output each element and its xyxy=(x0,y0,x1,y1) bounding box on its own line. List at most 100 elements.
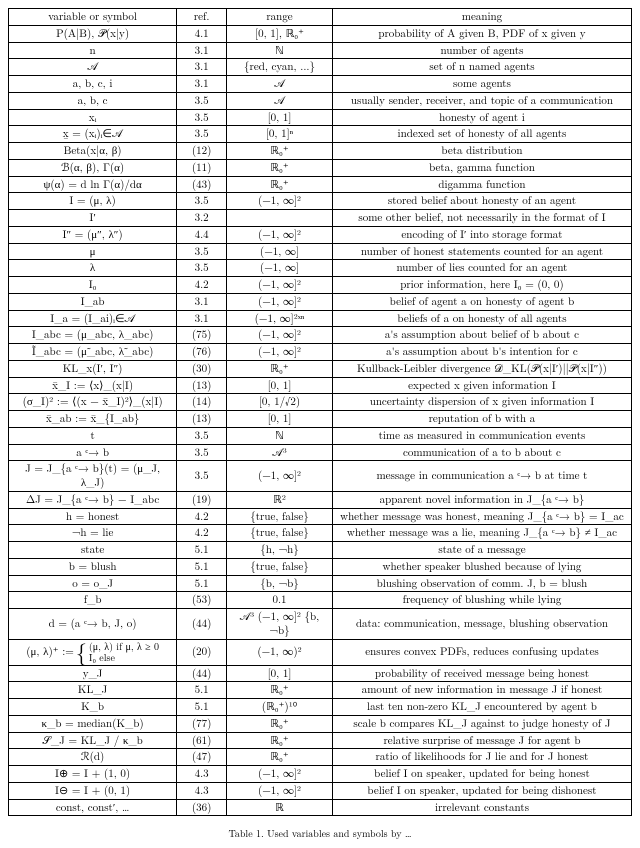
cell-symbol: (σ_I)² := ⟨(x − x̄_I)²⟩_(x|I) xyxy=(9,394,177,411)
cell-meaning: beliefs of a on honesty of all agents xyxy=(332,310,631,327)
cell-ref: (47) xyxy=(177,749,227,766)
table-row: x̄_ab := x̄_{I_ab}(13)[0, 1]reputation o… xyxy=(9,411,632,428)
table-row: const, const′, …(36)ℝirrelevant constant… xyxy=(9,799,632,816)
cell-meaning: belief of agent a on honesty of agent b xyxy=(332,293,631,310)
cell-meaning: whether message was a lie, meaning J_{a … xyxy=(332,525,631,542)
table-caption: Table 1. Used variables and symbols by … xyxy=(8,826,632,840)
cell-meaning: prior information, here I₀ = (0, 0) xyxy=(332,277,631,294)
cell-symbol: x̲ = (xᵢ)ᵢ∈𝒜 xyxy=(9,126,177,143)
cell-ref: 3.5 xyxy=(177,109,227,126)
table-row: I_abc = (μ_abc, λ_abc)(75)(−1, ∞]²a's as… xyxy=(9,327,632,344)
table-row: ¬h = lie4.2{true, false}whether message … xyxy=(9,525,632,542)
table-row: I_a = (I_ai)ᵢ∈𝒜3.1(−1, ∞]²ˣⁿbeliefs of a… xyxy=(9,310,632,327)
cell-ref: 5.1 xyxy=(177,558,227,575)
cell-symbol: ΔJ = J_{a ᶜ→ b} − I_abc xyxy=(9,491,177,508)
cell-range: {b, ¬b} xyxy=(227,575,333,592)
table-row: state5.1{h, ¬h}state of a message xyxy=(9,542,632,559)
table-row: KL_J5.1ℝ₀⁺amount of new information in m… xyxy=(9,682,632,699)
cell-ref: 4.1 xyxy=(177,25,227,42)
cell-ref: (44) xyxy=(177,609,227,640)
table-row: d = (a ᶜ→ b, J, o)(44)𝒜³ (−1, ∞]² {b, ¬b… xyxy=(9,609,632,640)
cell-symbol: KL_J xyxy=(9,682,177,699)
cell-ref: 4.2 xyxy=(177,508,227,525)
cell-symbol: κ_b = median(K_b) xyxy=(9,715,177,732)
cell-meaning: belief I on speaker, updated for being h… xyxy=(332,766,631,783)
cell-meaning: amount of new information in message J i… xyxy=(332,682,631,699)
cell-symbol: y_J xyxy=(9,665,177,682)
table-row: λ3.5(−1, ∞]number of lies counted for an… xyxy=(9,260,632,277)
table-row: 𝒜3.1{red, cyan, ...}set of n named agent… xyxy=(9,59,632,76)
cell-meaning: number of honest statements counted for … xyxy=(332,243,631,260)
cell-ref: 4.3 xyxy=(177,782,227,799)
table-row: I = (μ, λ)3.5(−1, ∞]²stored belief about… xyxy=(9,193,632,210)
cell-range: 𝒜³ xyxy=(227,444,333,461)
cell-range: (−1, ∞]² xyxy=(227,461,333,492)
cell-meaning: indexed set of honesty of all agents xyxy=(332,126,631,143)
cell-meaning: whether speaker blushed because of lying xyxy=(332,558,631,575)
cell-range: ℝ₀⁺ xyxy=(227,176,333,193)
cell-range: ℝ² xyxy=(227,491,333,508)
cell-meaning: frequency of blushing while lying xyxy=(332,592,631,609)
cell-range: (−1, ∞]² xyxy=(227,277,333,294)
table-row: J = J_{a ᶜ→ b}(t) = (μ_J, λ_J)3.5(−1, ∞]… xyxy=(9,461,632,492)
cell-ref: 4.2 xyxy=(177,525,227,542)
cell-symbol: state xyxy=(9,542,177,559)
cell-range: {h, ¬h} xyxy=(227,542,333,559)
table-row: I_ab3.1(−1, ∞]²belief of agent a on hone… xyxy=(9,293,632,310)
cell-ref: (12) xyxy=(177,143,227,160)
cell-symbol: a, b, c, i xyxy=(9,76,177,93)
table-row: a, b, c3.5𝒜usually sender, receiver, and… xyxy=(9,92,632,109)
cell-ref: 5.1 xyxy=(177,699,227,716)
cell-meaning: irrelevant constants xyxy=(332,799,631,816)
cell-meaning: stored belief about honesty of an agent xyxy=(332,193,631,210)
cell-meaning: reputation of b with a xyxy=(332,411,631,428)
table-row: Ĩ_abc = (μ̃_abc, λ̃_abc)(76)(−1, ∞]²a's … xyxy=(9,344,632,361)
table-row: ψ(α) = d ln Γ(α)/dα(43)ℝ₀⁺digamma functi… xyxy=(9,176,632,193)
cell-symbol: a, b, c xyxy=(9,92,177,109)
cell-ref: 4.4 xyxy=(177,226,227,243)
cell-ref: 3.1 xyxy=(177,310,227,327)
table-row: I′3.2some other belief, not necessarily … xyxy=(9,210,632,227)
cell-range: (−1, ∞] xyxy=(227,260,333,277)
cell-symbol: ψ(α) = d ln Γ(α)/dα xyxy=(9,176,177,193)
cell-meaning: digamma function xyxy=(332,176,631,193)
cell-range: [0, 1], ℝ₀⁺ xyxy=(227,25,333,42)
cell-symbol: x̄_I := ⟨x⟩_(x|I) xyxy=(9,377,177,394)
cell-meaning: ensures convex PDFs, reduces confusing u… xyxy=(332,639,631,665)
cell-meaning: beta distribution xyxy=(332,143,631,160)
cell-range: 𝒜³ (−1, ∞]² {b, ¬b} xyxy=(227,609,333,640)
cell-symbol: I′ xyxy=(9,210,177,227)
cell-meaning: message in communication a ᶜ→ b at time … xyxy=(332,461,631,492)
cell-range: ℝ₀⁺ xyxy=(227,715,333,732)
cell-meaning: encoding of I′ into storage format xyxy=(332,226,631,243)
cell-range: ℕ xyxy=(227,427,333,444)
table-row: a, b, c, i3.1𝒜some agents xyxy=(9,76,632,93)
cell-symbol: I⊖ = I + (0, 1) xyxy=(9,782,177,799)
cell-range: (−1, ∞]² xyxy=(227,293,333,310)
cell-ref: 3.5 xyxy=(177,444,227,461)
cell-symbol: ℛ(d) xyxy=(9,749,177,766)
cell-symbol: λ xyxy=(9,260,177,277)
cell-meaning: a's assumption about b's intention for c xyxy=(332,344,631,361)
cell-ref: 4.2 xyxy=(177,277,227,294)
cell-symbol: I_a = (I_ai)ᵢ∈𝒜 xyxy=(9,310,177,327)
cell-meaning: blushing observation of comm. J, b = blu… xyxy=(332,575,631,592)
cell-meaning: uncertainty dispersion of x given inform… xyxy=(332,394,631,411)
cell-range: ℝ₀⁺ xyxy=(227,749,333,766)
cell-symbol: f_b xyxy=(9,592,177,609)
cell-ref: (20) xyxy=(177,639,227,665)
cell-ref: (11) xyxy=(177,159,227,176)
cell-range: (−1, ∞)² xyxy=(227,639,333,665)
cell-ref: (44) xyxy=(177,665,227,682)
table-row: y_J(44)[0, 1]probability of received mes… xyxy=(9,665,632,682)
cell-symbol: J = J_{a ᶜ→ b}(t) = (μ_J, λ_J) xyxy=(9,461,177,492)
cell-symbol: Beta(x|α, β) xyxy=(9,143,177,160)
cell-symbol: 𝒮_J = KL_J / κ_b xyxy=(9,732,177,749)
cell-range: [0, 1] xyxy=(227,665,333,682)
table-row: I⊖ = I + (0, 1)4.3(−1, ∞]²belief I on sp… xyxy=(9,782,632,799)
cell-meaning: beta, gamma function xyxy=(332,159,631,176)
cell-range: ℝ₀⁺ xyxy=(227,143,333,160)
cell-range: (−1, ∞] xyxy=(227,243,333,260)
cell-symbol: xᵢ xyxy=(9,109,177,126)
table-row: b = blush5.1{true, false}whether speaker… xyxy=(9,558,632,575)
